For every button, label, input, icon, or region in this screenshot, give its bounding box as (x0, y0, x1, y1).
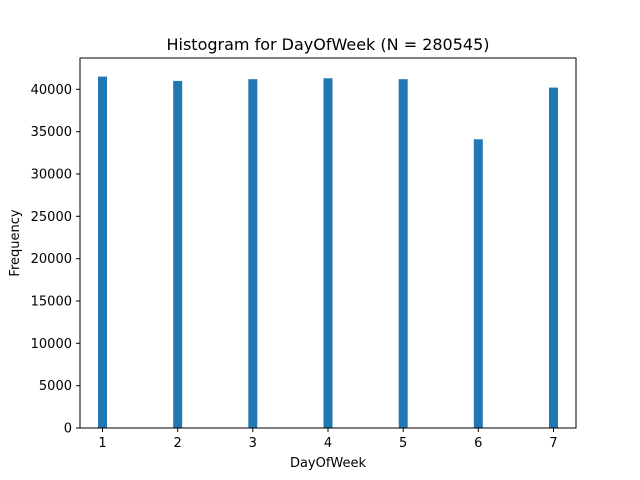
bars-group (98, 76, 558, 429)
bar-day-2 (173, 80, 183, 429)
y-tick-label: 0 (64, 422, 72, 437)
x-tick-label: 5 (399, 436, 407, 451)
bar-day-1 (98, 76, 107, 428)
y-tick-label: 15000 (31, 295, 72, 310)
bar-day-5 (398, 79, 408, 428)
x-tick-label: 3 (249, 436, 257, 451)
bar-day-6 (473, 139, 483, 429)
y-tick-label: 35000 (31, 125, 72, 140)
y-tick-label: 25000 (31, 210, 72, 225)
x-tick-label: 6 (474, 436, 482, 451)
y-tick-label: 5000 (39, 379, 72, 394)
x-tick-label: 2 (174, 436, 182, 451)
bar-day-3 (248, 79, 258, 428)
x-axis-ticks: 1 2 3 4 5 6 7 (98, 428, 558, 451)
bar-day-7 (549, 87, 558, 428)
x-tick-label: 4 (324, 436, 332, 451)
y-tick-label: 30000 (31, 168, 72, 183)
x-tick-label: 7 (549, 436, 557, 451)
x-tick-label: 1 (98, 436, 106, 451)
y-tick-label: 40000 (31, 83, 72, 98)
chart-title: Histogram for DayOfWeek (N = 280545) (166, 35, 489, 54)
y-axis-ticks: 0 5000 10000 15000 20000 25000 30000 35000 40000 (31, 83, 80, 437)
plot-frame (79, 57, 577, 429)
y-tick-label: 20000 (31, 252, 72, 267)
y-axis-label: Frequency (8, 209, 23, 276)
y-tick-label: 10000 (31, 337, 72, 352)
x-axis-label: DayOfWeek (290, 456, 367, 471)
bar-day-4 (323, 78, 333, 429)
